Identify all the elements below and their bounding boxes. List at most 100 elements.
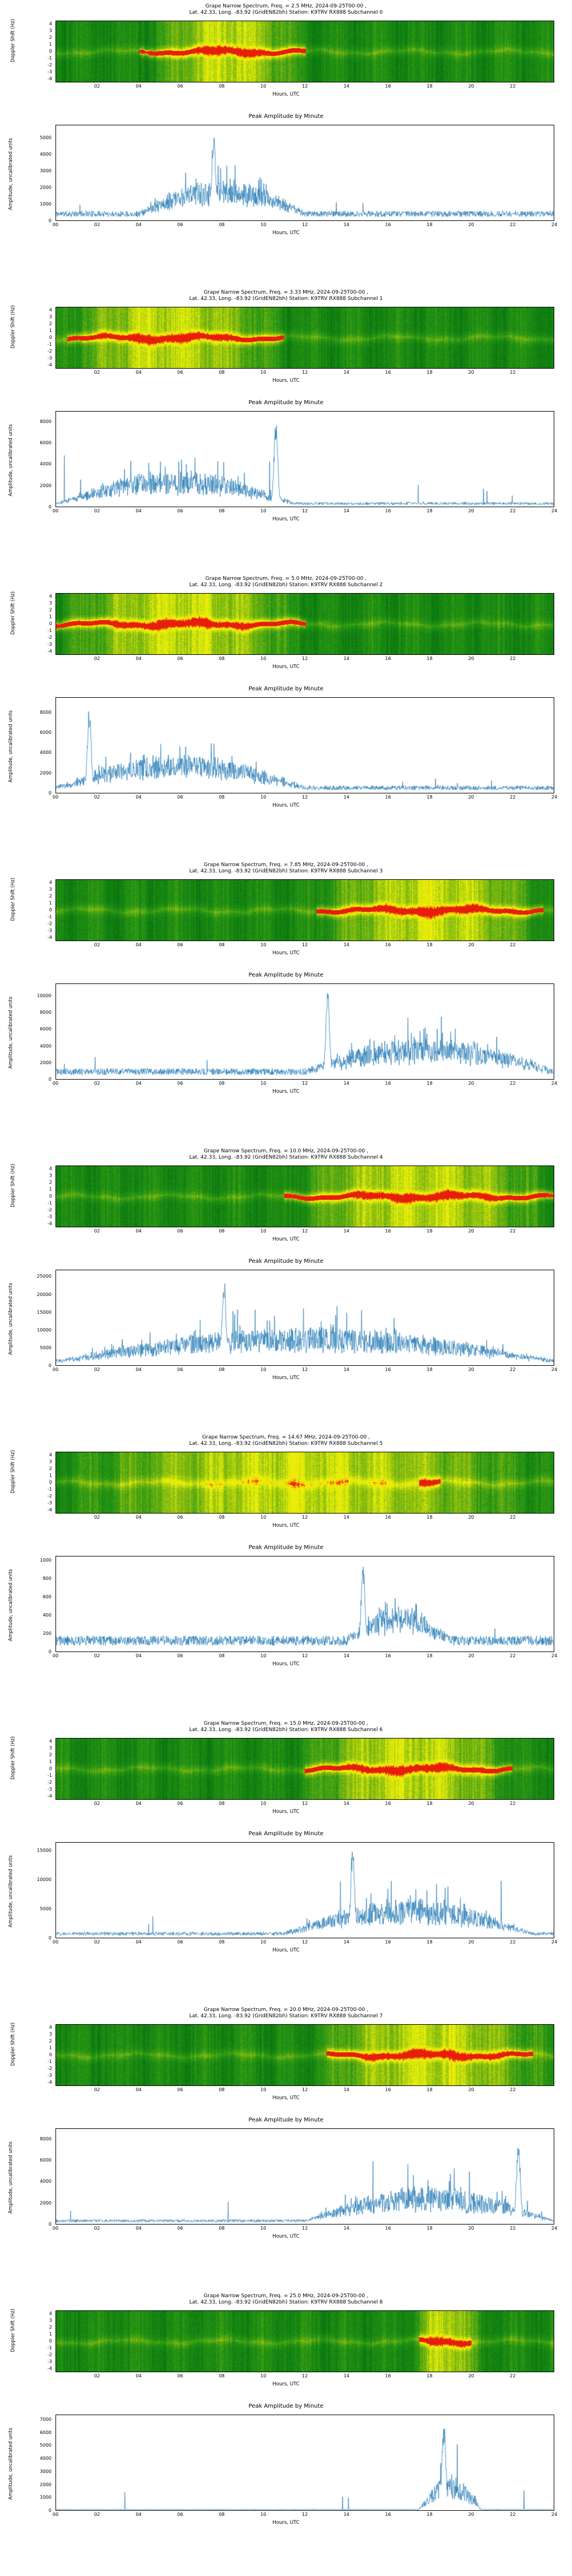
- peak-amplitude-chart: [55, 1270, 554, 1366]
- line-xtick: 18: [426, 1653, 433, 1658]
- spectrogram-title-line1: Grape Narrow Spectrum, Freq. = 7.85 MHz,…: [204, 862, 368, 868]
- spectrogram-title-line1: Grape Narrow Spectrum, Freq. = 15.0 MHz,…: [204, 1721, 368, 1726]
- line-ytick: 3000: [39, 2468, 51, 2474]
- subchannel-panel: Grape Narrow Spectrum, Freq. = 15.0 MHz,…: [0, 1717, 572, 2004]
- spec-xtick: 12: [301, 370, 308, 375]
- spec-ytick: -4: [47, 76, 52, 81]
- spectrogram-plot-area: [55, 2024, 554, 2086]
- spec-xtick: 10: [260, 2373, 267, 2379]
- spec-ytick: -2: [47, 349, 52, 354]
- spec-xtick: 18: [426, 656, 433, 661]
- spec-ytick: 3: [49, 886, 52, 892]
- line-ytick: 2000: [39, 1060, 51, 1065]
- spec-ytick: -4: [47, 2080, 52, 2085]
- line-xtick: 16: [385, 1653, 391, 1658]
- subchannel-panel: Grape Narrow Spectrum, Freq. = 20.0 MHz,…: [0, 2004, 572, 2290]
- line-xtick: 22: [510, 508, 516, 513]
- spectrogram-ylabel: Doppler Shift (Hz): [10, 878, 16, 921]
- spectrogram-image: [55, 593, 554, 655]
- spec-xtick: 12: [301, 1801, 308, 1806]
- spec-xtick: 02: [94, 1515, 100, 1520]
- spec-ytick: 4: [49, 1166, 52, 1171]
- spectrogram-xlabel: Hours, UTC: [272, 1809, 300, 1815]
- line-xtick: 12: [301, 1367, 308, 1372]
- peak-amplitude-xtick-group: 00 02 04 06 08 10 12 14 16 18 20 22 24: [53, 1367, 557, 1374]
- spec-ytick: 0: [49, 2338, 52, 2344]
- spec-xtick: 06: [177, 1228, 184, 1234]
- spec-ytick: -2: [47, 1494, 52, 1499]
- line-ytick: 0: [48, 1935, 51, 1941]
- peak-amplitude-xtick-group: 00 02 04 06 08 10 12 14 16 18 20 22 24: [53, 508, 557, 515]
- line-xtick: 14: [343, 795, 349, 800]
- line-xtick: 00: [52, 1939, 59, 1945]
- peak-amplitude-xtick-group: 00 02 04 06 08 10 12 14 16 18 20 22 24: [53, 222, 558, 229]
- spec-xtick: 08: [219, 2087, 225, 2092]
- line-xtick: 20: [468, 1081, 474, 1086]
- spec-xtick: 20: [468, 656, 474, 661]
- spec-ytick: 3: [49, 1459, 52, 1464]
- peak-amplitude-ylabel: Amplitude, uncalibrated units: [8, 424, 14, 496]
- spec-ytick: 2: [49, 2325, 52, 2330]
- spec-xtick: 10: [260, 84, 267, 89]
- spectrogram-title: Grape Narrow Spectrum, Freq. = 25.0 MHz,…: [0, 2293, 572, 2306]
- peak-amplitude-title: Peak Amplitude by Minute: [248, 686, 324, 692]
- line-xtick: 18: [426, 795, 433, 800]
- line-xtick: 20: [468, 795, 474, 800]
- spectrogram-xlabel: Hours, UTC: [272, 1236, 300, 1242]
- line-ytick: 0: [48, 2222, 51, 2227]
- spectrogram-plot-area: [55, 593, 554, 655]
- spec-xtick: 14: [343, 2087, 349, 2092]
- peak-amplitude-block: Peak Amplitude by Minute Amplitude, uncal…: [0, 112, 572, 255]
- spectrogram-title: Grape Narrow Spectrum, Freq. = 14.67 MHz…: [0, 1435, 572, 1447]
- peak-amplitude-xlabel: Hours, UTC: [272, 2234, 300, 2239]
- line-xtick: 16: [385, 222, 391, 227]
- line-xtick: 18: [426, 1081, 433, 1086]
- spec-ytick: -1: [47, 2345, 52, 2350]
- spectrogram-image: [55, 21, 554, 82]
- peak-amplitude-title: Peak Amplitude by Minute: [248, 1258, 324, 1265]
- line-xtick: 24: [551, 222, 558, 227]
- spectrogram-ylabel: Doppler Shift (Hz): [10, 2309, 16, 2352]
- spec-xtick: 14: [343, 1228, 349, 1234]
- spec-ytick: -2: [47, 1780, 52, 1785]
- peak-amplitude-xlabel: Hours, UTC: [272, 1089, 300, 1095]
- line-xtick: 18: [426, 1367, 433, 1372]
- spectrogram-xtick-group: 02 04 06 08 10 12 14 16 18 20 22: [55, 2373, 554, 2380]
- spectrogram-title-line2: Lat. 42.33, Long. -83.92 (GridEN82bh) St…: [189, 2013, 383, 2019]
- line-xtick: 00: [52, 2512, 59, 2517]
- line-ytick: 6000: [39, 729, 51, 735]
- spec-xtick: 20: [468, 370, 474, 375]
- spec-xtick: 12: [301, 1515, 308, 1520]
- peak-amplitude-ytick-group: 0 2000 4000 6000 8000: [23, 2128, 54, 2227]
- spectrogram-title: Grape Narrow Spectrum, Freq. = 10.0 MHz,…: [0, 1148, 572, 1161]
- spectrogram-ytick-group: 4 3 2 1 0 -1 -2 -3 -4: [34, 1452, 54, 1514]
- spec-xtick: 08: [219, 2373, 225, 2379]
- spectrogram-ytick-group: 4 3 2 1 0 -1 -2 -3 -4: [34, 593, 54, 655]
- spec-xtick: 02: [94, 84, 100, 89]
- line-xtick: 02: [94, 2226, 100, 2231]
- line-ytick: 800: [42, 1576, 51, 1581]
- peak-amplitude-xlabel: Hours, UTC: [272, 803, 300, 808]
- line-xtick: 14: [343, 1653, 349, 1658]
- spec-ytick: -4: [47, 935, 52, 940]
- line-xtick: 00: [52, 2226, 59, 2231]
- spectrogram-xlabel: Hours, UTC: [272, 950, 300, 956]
- peak-amplitude-xlabel: Hours, UTC: [272, 230, 300, 236]
- spec-xtick: 08: [219, 1228, 225, 1234]
- line-xtick: 18: [426, 508, 433, 513]
- line-xtick: 06: [177, 2512, 184, 2517]
- line-xtick: 14: [343, 1367, 349, 1372]
- spectrogram-plot-area: [55, 879, 554, 941]
- spec-ytick: 1: [49, 1473, 52, 1478]
- peak-amplitude-title: Peak Amplitude by Minute: [248, 2117, 324, 2123]
- line-xtick: 14: [343, 2512, 349, 2517]
- line-ytick: 4000: [39, 1043, 51, 1049]
- peak-amplitude-plot-area: [55, 1556, 554, 1652]
- peak-amplitude-block: Peak Amplitude by Minute Amplitude, uncal…: [0, 971, 572, 1114]
- spec-ytick: -2: [47, 635, 52, 640]
- spectrogram-block: Grape Narrow Spectrum, Freq. = 20.0 MHz,…: [0, 2004, 572, 2112]
- line-ytick: 15000: [37, 1848, 51, 1854]
- line-xtick: 08: [219, 795, 225, 800]
- line-ytick: 4000: [39, 750, 51, 756]
- line-xtick: 10: [260, 1653, 267, 1658]
